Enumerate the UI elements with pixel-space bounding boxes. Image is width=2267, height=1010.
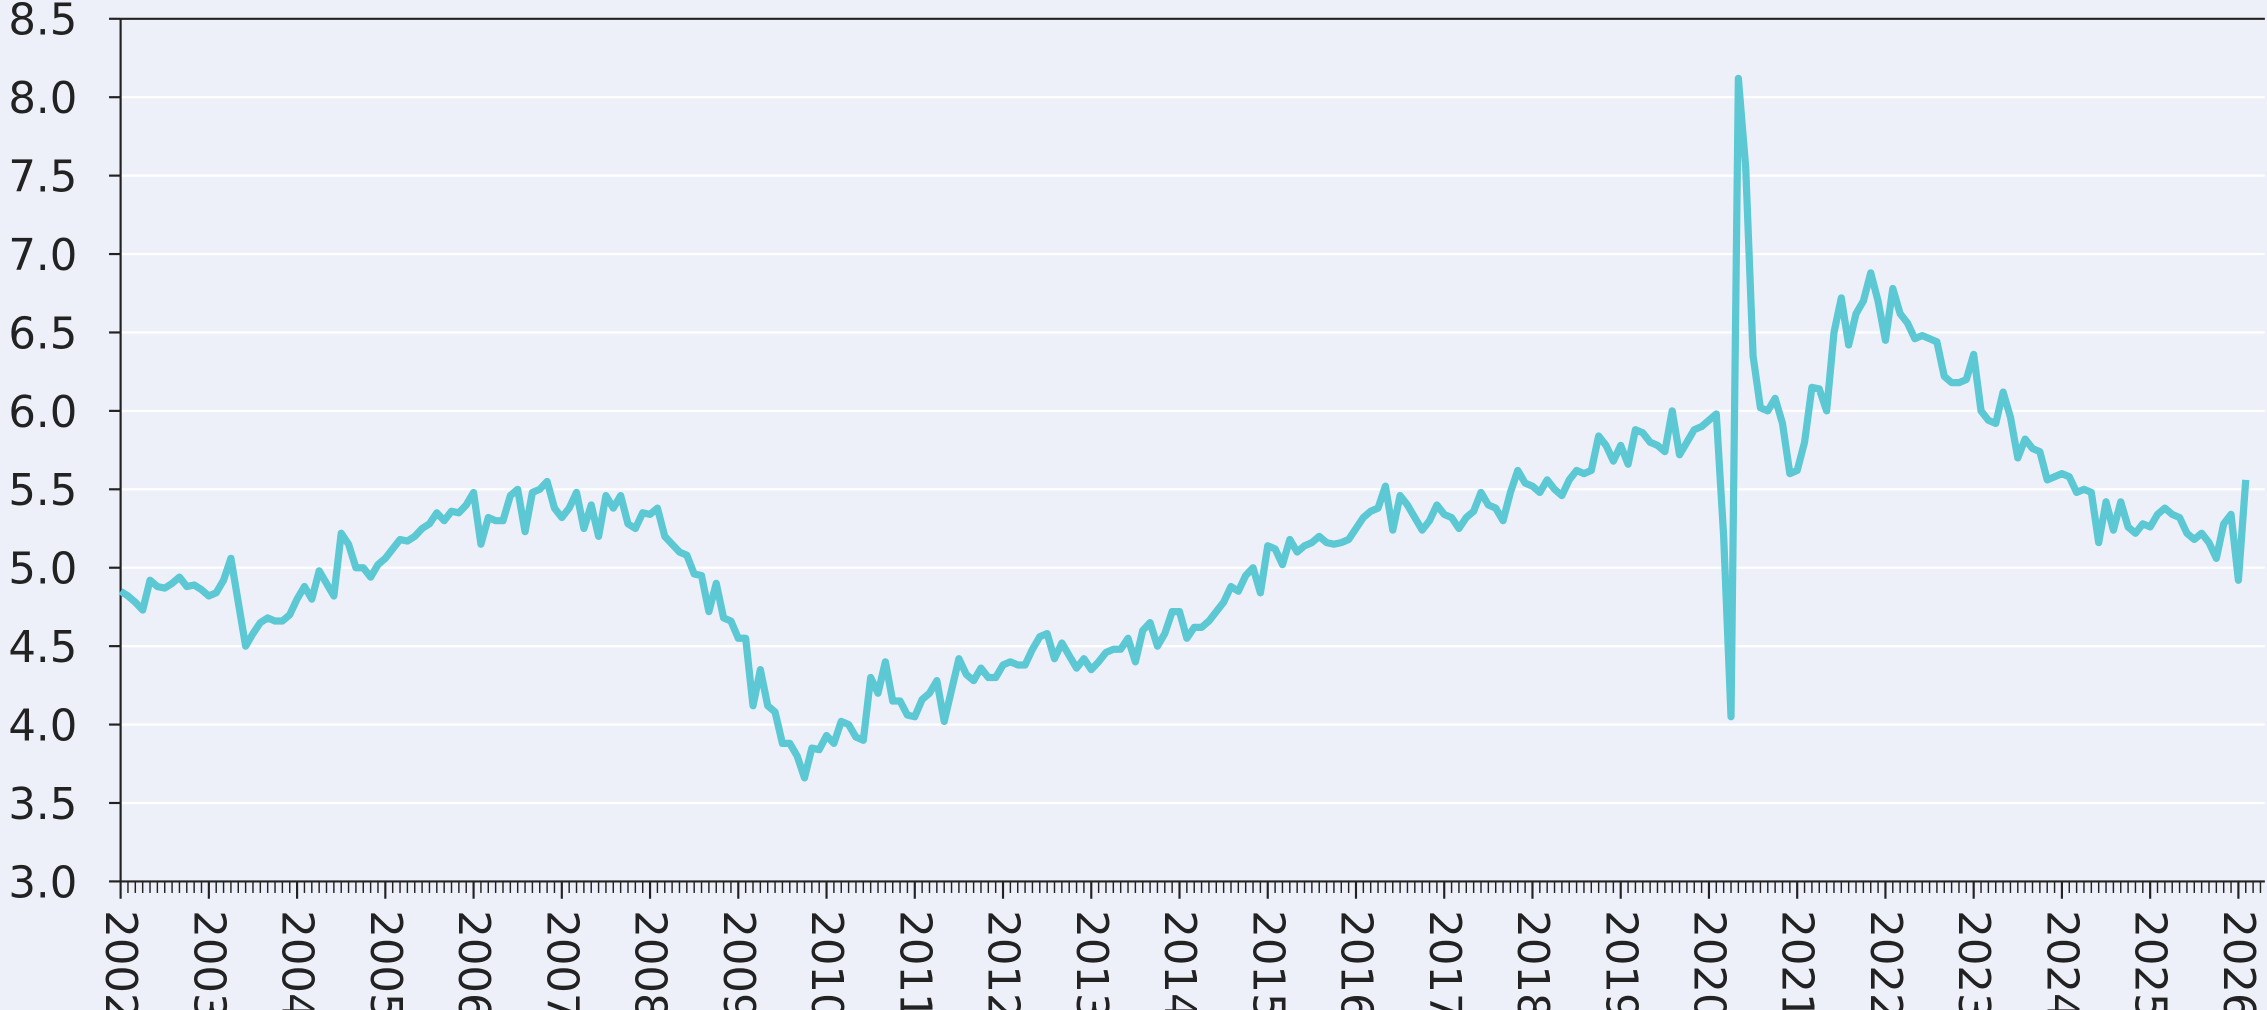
y-tick-label: 5.5 <box>8 466 77 516</box>
y-tick-label: 4.5 <box>8 623 77 673</box>
x-tick-label: 2010 <box>801 910 851 1010</box>
x-tick-label: 2016 <box>1331 910 1381 1010</box>
x-tick-label: 2007 <box>536 910 586 1010</box>
x-tick-label: 2008 <box>625 910 675 1010</box>
x-tick-label: 2025 <box>2125 910 2175 1010</box>
x-tick-label: 2015 <box>1242 910 1292 1010</box>
x-tick-label: 2014 <box>1154 910 1204 1010</box>
y-tick-label: 4.0 <box>8 701 77 751</box>
y-tick-label: 8.5 <box>8 0 77 46</box>
x-tick-label: 2023 <box>1948 910 1998 1010</box>
x-tick-label: 2013 <box>1066 910 1116 1010</box>
x-tick-label: 2018 <box>1507 910 1557 1010</box>
x-tick-label: 2020 <box>1684 910 1734 1010</box>
x-tick-label: 2021 <box>1772 910 1822 1010</box>
x-tick-label: 2026 <box>2213 910 2263 1010</box>
x-tick-label: 2012 <box>978 910 1028 1010</box>
y-tick-label: 5.0 <box>8 545 77 595</box>
x-tick-label: 2011 <box>889 910 939 1010</box>
y-tick-label: 7.5 <box>8 153 77 203</box>
x-tick-label: 2002 <box>95 910 145 1010</box>
x-tick-label: 2022 <box>1860 910 1910 1010</box>
y-tick-label: 6.0 <box>8 388 77 438</box>
x-tick-label: 2006 <box>448 910 498 1010</box>
y-tick-label: 8.0 <box>8 74 77 124</box>
x-tick-label: 2017 <box>1419 910 1469 1010</box>
x-tick-label: 2005 <box>360 910 410 1010</box>
x-tick-label: 2024 <box>2036 910 2086 1010</box>
y-tick-label: 6.5 <box>8 309 77 359</box>
y-tick-label: 3.0 <box>8 858 77 908</box>
y-tick-label: 7.0 <box>8 231 77 281</box>
line-series <box>118 74 2250 782</box>
x-tick-label: 2003 <box>183 910 233 1010</box>
x-tick-label: 2019 <box>1595 910 1645 1010</box>
y-tick-label: 3.5 <box>8 780 77 830</box>
x-tick-label: 2004 <box>272 910 322 1010</box>
x-tick-label: 2009 <box>713 910 763 1010</box>
